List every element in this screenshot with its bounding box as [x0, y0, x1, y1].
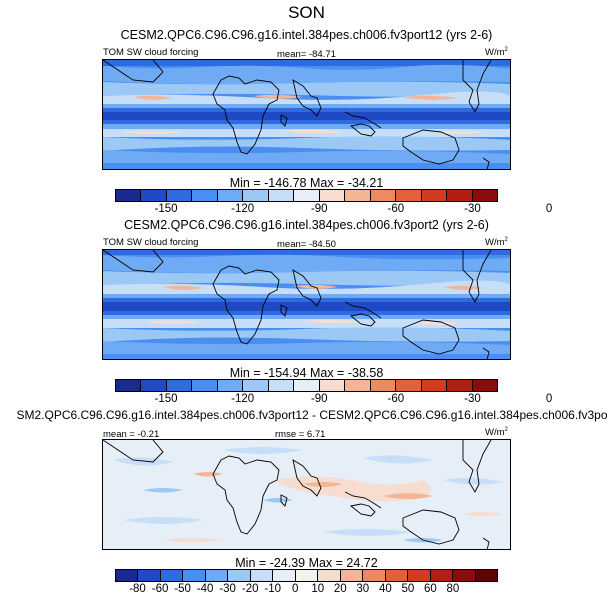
panel-2-units: W/m2 [485, 237, 508, 249]
colorbar-tick-label: -90 [310, 393, 328, 405]
colorbar-swatch [430, 570, 454, 581]
panel-3-colorbar [115, 569, 498, 582]
colorbar-tick-label: -120 [231, 393, 255, 405]
colorbar-swatch [447, 380, 473, 391]
colorbar-swatch [396, 190, 422, 201]
colorbar-swatch [166, 190, 193, 201]
colorbar-swatch [421, 380, 448, 391]
colorbar-tick-label: -30 [219, 583, 236, 595]
colorbar-swatch [345, 380, 371, 391]
colorbar-swatch [217, 380, 244, 391]
colorbar-tick-label: -30 [464, 203, 481, 215]
colorbar-tick-label: -120 [231, 203, 255, 215]
panel-1-map [102, 59, 511, 170]
colorbar-swatch [421, 190, 448, 201]
colorbar-swatch [345, 190, 371, 201]
colorbar-swatch [295, 570, 319, 581]
colorbar-swatch [217, 190, 244, 201]
colorbar-swatch [116, 190, 142, 201]
colorbar-swatch [453, 570, 476, 581]
colorbar-tick-label: -90 [310, 203, 328, 215]
panel-3-colorbar-ticks: -80 -60 -50 -40 -30 -20 -10 0 10 20 30 40 50 60 80 [115, 583, 498, 597]
panel-1-colorbar [115, 189, 498, 202]
colorbar-tick-label: 40 [378, 583, 392, 595]
panel-1-units: W/m2 [485, 47, 508, 59]
colorbar-swatch [250, 570, 274, 581]
panel-3-units: W/m2 [485, 427, 508, 439]
panel-2-title: CESM2.QPC6.C96.C96.g16.intel.384pes.ch00… [124, 218, 489, 232]
colorbar-tick-label: -10 [264, 583, 282, 595]
colorbar-swatch [116, 570, 139, 581]
colorbar-swatch [396, 380, 422, 391]
panel-2-colorbar [115, 379, 498, 392]
colorbar-tick-label: -60 [387, 393, 405, 405]
panel-3-minmax: Min = -24.39 Max = 24.72 [235, 556, 378, 570]
colorbar-tick-label: 0 [545, 393, 553, 405]
panel-2-map [102, 249, 511, 360]
colorbar-tick-label: 0 [292, 583, 299, 595]
colorbar-tick-label: 10 [311, 583, 325, 595]
colorbar-swatch [205, 570, 229, 581]
colorbar-swatch [370, 380, 397, 391]
colorbar-swatch [228, 570, 251, 581]
colorbar-swatch [141, 190, 167, 201]
colorbar-swatch [273, 570, 296, 581]
panel-2-variable: TOM SW cloud forcing [103, 237, 199, 248]
panel-3-rmse: rmse = 6.71 [275, 429, 326, 440]
colorbar-swatch [192, 380, 218, 391]
colorbar-swatch [166, 380, 193, 391]
colorbar-swatch [116, 380, 142, 391]
colorbar-tick-label: 0 [545, 203, 553, 215]
colorbar-swatch [318, 570, 341, 581]
panel-2-minmax: Min = -154.94 Max = -38.58 [229, 366, 384, 380]
colorbar-swatch [319, 380, 346, 391]
colorbar-swatch [319, 190, 346, 201]
colorbar-tick-label: 80 [446, 583, 460, 595]
panel-3-title: SM2.QPC6.C96.C96.g16.intel.384pes.ch006.… [16, 408, 608, 422]
panel-3-mean: mean = -0.21 [103, 429, 160, 440]
colorbar-swatch [294, 380, 320, 391]
panel-2-colorbar-ticks: -150-120-90-60-30030 [115, 393, 553, 407]
colorbar-swatch [408, 570, 431, 581]
colorbar-tick-label: -20 [241, 583, 259, 595]
panel-1-mean: mean= -84.71 [277, 49, 336, 60]
colorbar-swatch [472, 190, 498, 201]
colorbar-tick-label: -60 [387, 203, 405, 215]
colorbar-swatch [138, 570, 161, 581]
colorbar-swatch [340, 570, 364, 581]
colorbar-tick-label: -80 [129, 583, 146, 595]
colorbar-tick-label: 60 [424, 583, 437, 595]
colorbar-tick-label: 20 [333, 583, 347, 595]
panel-1-variable: TOM SW cloud forcing [103, 47, 199, 58]
colorbar-tick-label: 50 [401, 583, 415, 595]
colorbar-swatch [363, 570, 386, 581]
panel-1-minmax: Min = -146.78 Max = -34.21 [229, 176, 384, 190]
colorbar-swatch [370, 190, 397, 201]
colorbar-swatch [243, 190, 269, 201]
colorbar-tick-label: -30 [464, 393, 481, 405]
colorbar-swatch [141, 380, 167, 391]
colorbar-swatch [268, 380, 295, 391]
season-title: SON [288, 3, 325, 22]
panel-1-title: CESM2.QPC6.C96.C96.g16.intel.384pes.ch00… [120, 28, 493, 42]
colorbar-tick-label: -150 [154, 393, 178, 405]
colorbar-tick-label: 30 [356, 583, 370, 595]
colorbar-tick-label: -40 [196, 583, 214, 595]
colorbar-swatch [447, 190, 473, 201]
panel-3-map [102, 439, 511, 550]
colorbar-swatch [268, 190, 295, 201]
panel-2-mean: mean= -84.50 [277, 239, 336, 250]
colorbar-tick-label: -60 [151, 583, 169, 595]
colorbar-tick-label: -50 [174, 583, 191, 595]
panel-1-colorbar-ticks: -150-120-90-60-30030 [115, 203, 553, 217]
colorbar-tick-label: -150 [154, 203, 178, 215]
colorbar-swatch [472, 380, 498, 391]
colorbar-swatch [192, 190, 218, 201]
colorbar-swatch [160, 570, 184, 581]
colorbar-swatch [385, 570, 409, 581]
colorbar-swatch [243, 380, 269, 391]
colorbar-swatch [475, 570, 497, 581]
colorbar-swatch [294, 190, 320, 201]
colorbar-swatch [183, 570, 206, 581]
